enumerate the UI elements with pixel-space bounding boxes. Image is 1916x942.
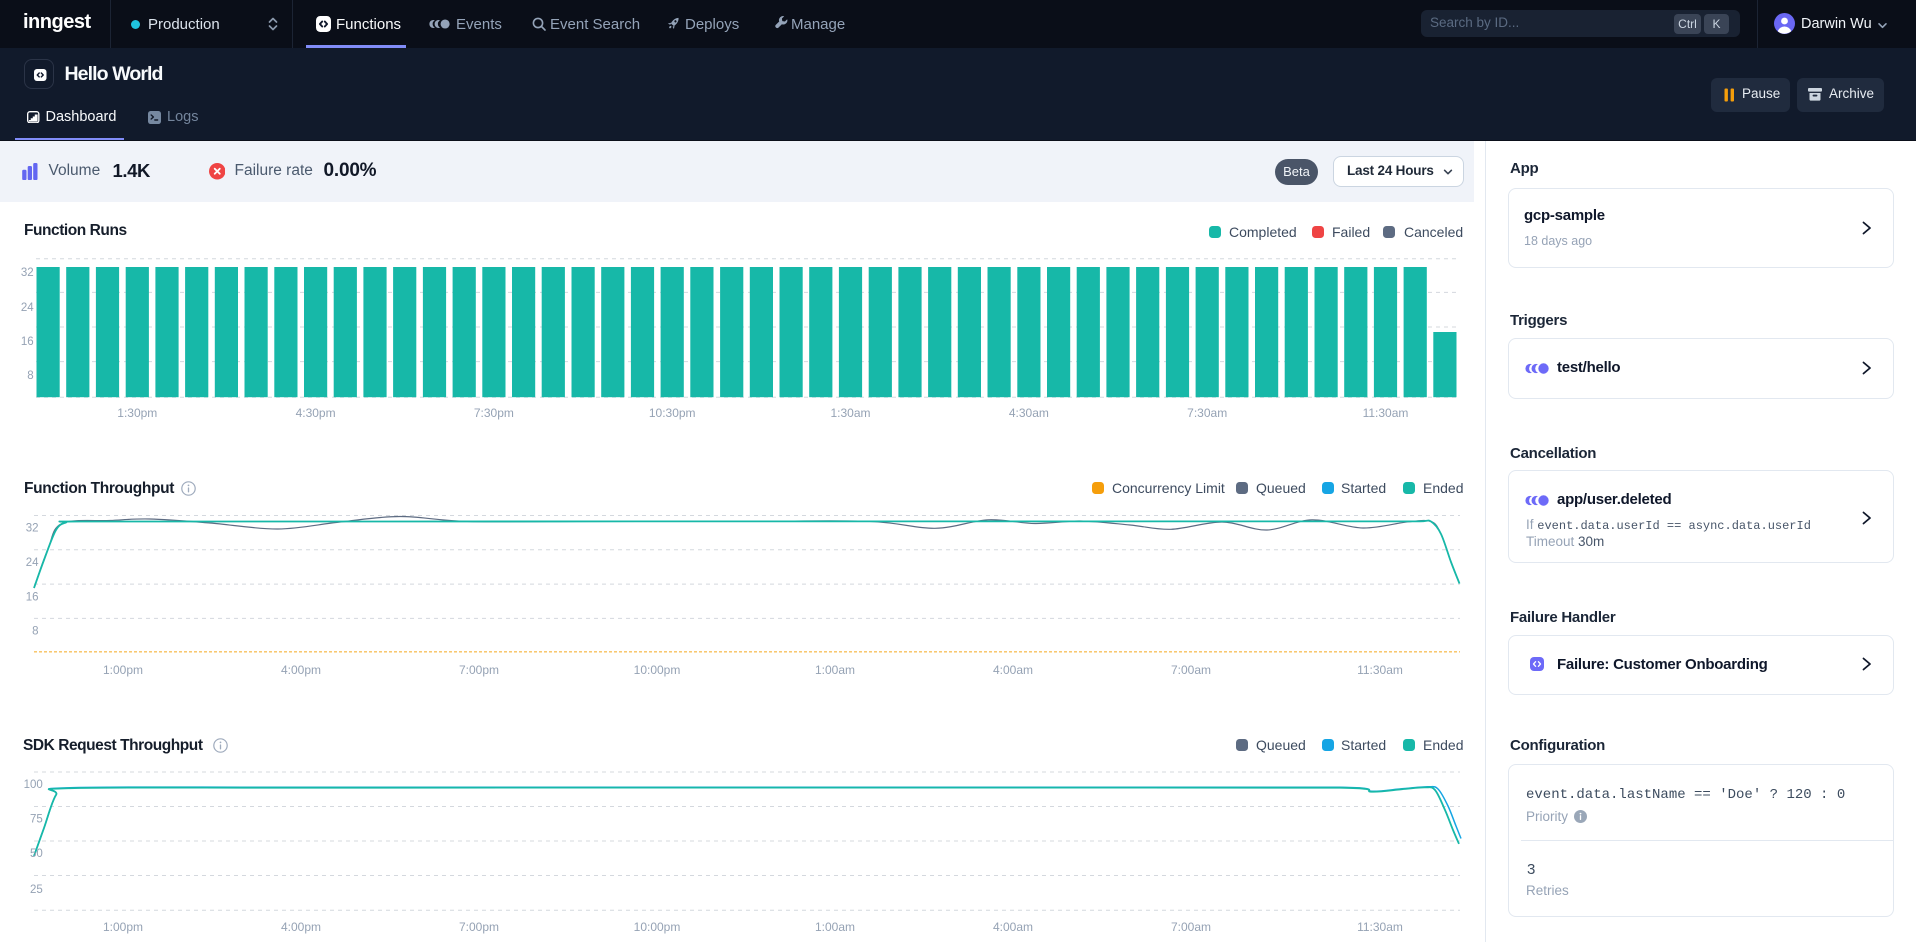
svg-text:7:00pm: 7:00pm [459,663,499,677]
svg-text:11:30am: 11:30am [1363,406,1409,420]
svg-text:4:00am: 4:00am [993,663,1033,677]
svg-text:10:30pm: 10:30pm [649,406,696,420]
svg-text:10:00pm: 10:00pm [634,663,681,677]
svg-text:4:30am: 4:30am [1009,406,1049,420]
svg-text:7:00am: 7:00am [1171,663,1211,677]
svg-text:16: 16 [21,336,34,348]
svg-text:7:00pm: 7:00pm [459,920,499,934]
svg-text:16: 16 [26,591,39,603]
svg-text:4:30pm: 4:30pm [296,406,336,420]
svg-text:75: 75 [30,813,43,825]
svg-text:1:00am: 1:00am [815,920,855,934]
svg-text:1:30am: 1:30am [830,406,870,420]
svg-text:4:00pm: 4:00pm [281,663,321,677]
svg-text:7:30am: 7:30am [1187,406,1227,420]
svg-text:4:00am: 4:00am [993,920,1033,934]
svg-text:7:30pm: 7:30pm [474,406,514,420]
svg-text:1:30pm: 1:30pm [117,406,157,420]
svg-text:10:00pm: 10:00pm [634,920,681,934]
svg-text:50: 50 [30,848,43,860]
svg-text:24: 24 [21,302,34,314]
svg-text:7:00am: 7:00am [1171,920,1211,934]
svg-text:11:30am: 11:30am [1357,920,1403,934]
svg-text:32: 32 [26,523,39,535]
svg-text:100: 100 [24,779,43,791]
svg-text:1:00pm: 1:00pm [103,663,143,677]
svg-text:11:30am: 11:30am [1357,663,1403,677]
svg-text:4:00pm: 4:00pm [281,920,321,934]
svg-text:8: 8 [27,370,33,382]
svg-text:8: 8 [32,626,38,638]
svg-text:24: 24 [26,557,39,569]
svg-text:32: 32 [21,267,34,279]
svg-text:1:00am: 1:00am [815,663,855,677]
svg-text:25: 25 [30,884,43,896]
svg-text:1:00pm: 1:00pm [103,920,143,934]
